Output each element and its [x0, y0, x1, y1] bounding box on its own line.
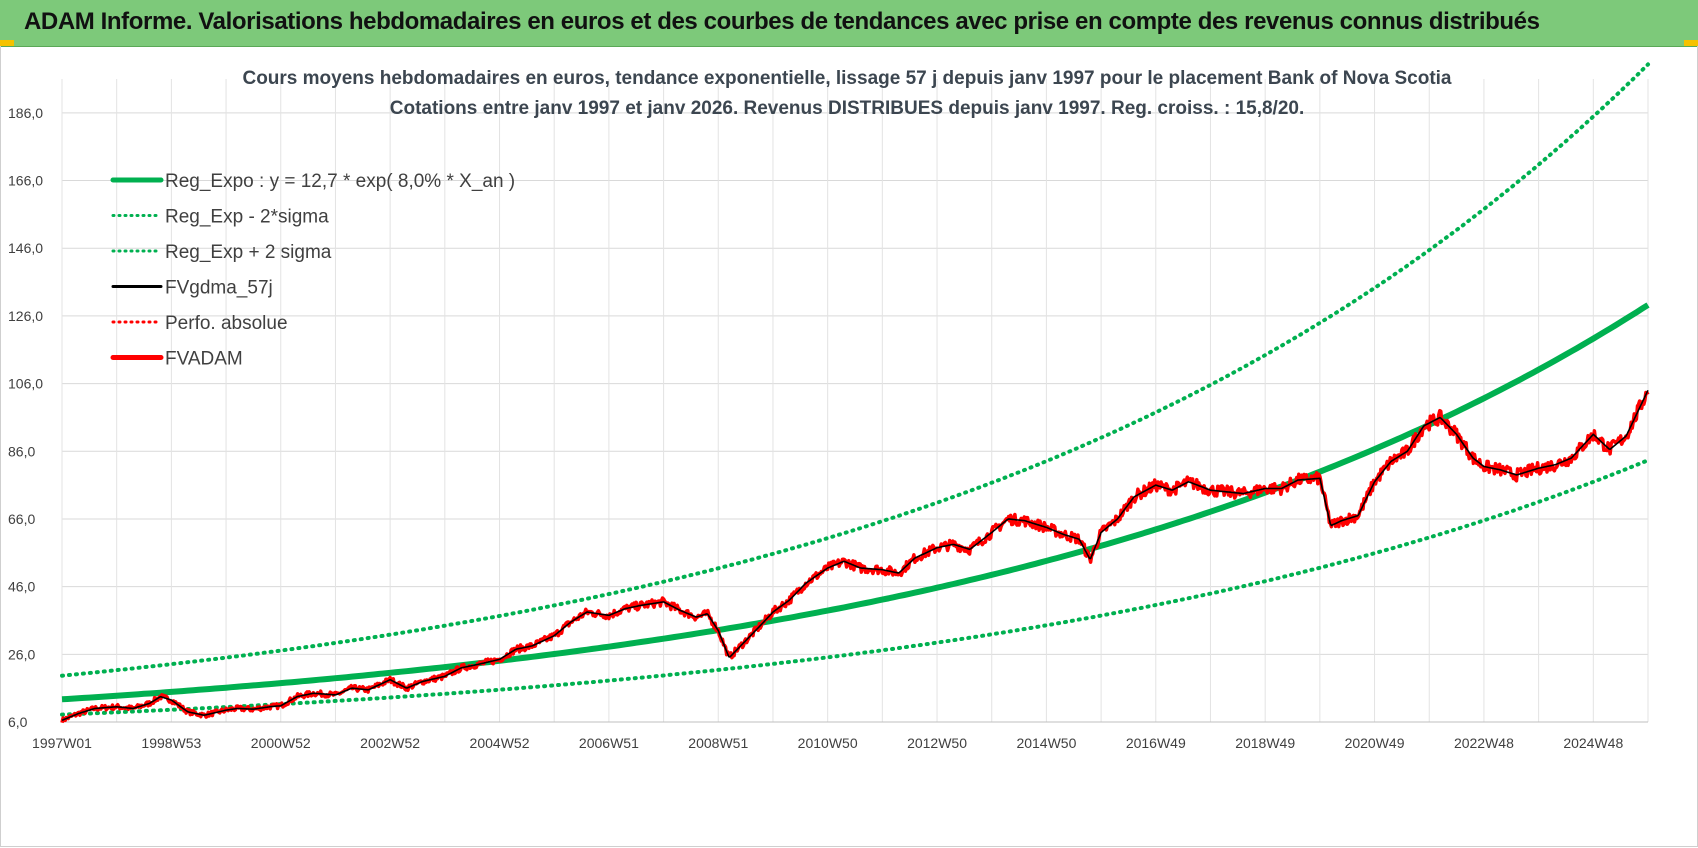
- x-tick-label: 2016W49: [1126, 735, 1186, 751]
- x-tick-label: 1998W53: [141, 735, 201, 751]
- series-reg-exp-minus-2sigma: [60, 458, 1650, 717]
- legend-label: Perfo. absolue: [165, 313, 288, 334]
- y-tick-label: 46,0: [8, 579, 35, 595]
- legend-label: Reg_Expo : y = 12,7 * exp( 8,0% * X_an ): [165, 171, 515, 192]
- legend: Reg_Expo : y = 12,7 * exp( 8,0% * X_an )…: [110, 171, 515, 370]
- x-tick-label: 2014W50: [1016, 735, 1076, 751]
- x-tick-label: 2010W50: [798, 735, 858, 751]
- legend-label: FVgdma_57j: [165, 278, 273, 299]
- x-tick-label: 2012W50: [907, 735, 967, 751]
- legend-label: Reg_Exp + 2 sigma: [165, 242, 332, 263]
- chart: Cours moyens hebdomadaires en euros, ten…: [8, 62, 1650, 751]
- x-tick-label: 1997W01: [32, 735, 92, 751]
- series-fvgdma-57j: [61, 389, 1649, 722]
- x-tick-label: 2002W52: [360, 735, 420, 751]
- y-tick-label: 186,0: [8, 105, 43, 121]
- corner-marker-right: [1684, 40, 1698, 46]
- header-bar: ADAM Informe. Valorisations hebdomadaire…: [0, 0, 1698, 47]
- y-tick-label: 6,0: [8, 714, 28, 730]
- legend-label: FVADAM: [165, 349, 243, 370]
- x-tick-label: 2020W49: [1345, 735, 1405, 751]
- y-tick-label: 106,0: [8, 376, 43, 392]
- legend-label: Reg_Exp - 2*sigma: [165, 207, 329, 228]
- series-reg-exp-plus-2sigma: [60, 62, 1650, 678]
- chart-title-line1: Cours moyens hebdomadaires en euros, ten…: [242, 68, 1451, 89]
- x-tick-label: 2006W51: [579, 735, 639, 751]
- series: [60, 62, 1650, 724]
- y-tick-label: 26,0: [8, 646, 35, 662]
- series-reg-expo: [61, 302, 1650, 703]
- corner-marker-left: [0, 40, 14, 46]
- y-tick-label: 86,0: [8, 443, 35, 459]
- x-tick-label: 2004W52: [470, 735, 530, 751]
- x-tick-label: 2022W48: [1454, 735, 1514, 751]
- y-axis: 6,0 26,0 46,0 66,0 86,0 106,0 126,0 146,0 166,0 1…: [8, 105, 43, 730]
- chart-title-line2: Cotations entre janv 1997 et janv 2026. …: [390, 98, 1305, 119]
- x-tick-label: 2024W48: [1563, 735, 1623, 751]
- page-title: ADAM Informe. Valorisations hebdomadaire…: [24, 8, 1540, 35]
- y-tick-label: 66,0: [8, 511, 35, 527]
- x-axis: 1997W01 1998W53 2000W52 2002W52 2004W52 2006W…: [32, 721, 1648, 751]
- grid: [61, 79, 1649, 723]
- x-tick-label: 2008W51: [688, 735, 748, 751]
- series-fvadam: [60, 390, 1650, 724]
- x-tick-label: 2000W52: [251, 735, 311, 751]
- y-tick-label: 166,0: [8, 173, 43, 189]
- y-tick-label: 146,0: [8, 240, 43, 256]
- y-tick-label: 126,0: [8, 308, 43, 324]
- x-tick-label: 2018W49: [1235, 735, 1295, 751]
